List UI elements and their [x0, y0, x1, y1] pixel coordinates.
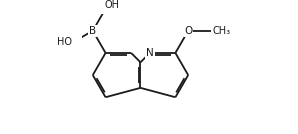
Text: OH: OH [105, 0, 120, 10]
Text: O: O [184, 26, 192, 36]
Text: N: N [146, 48, 154, 58]
Text: CH₃: CH₃ [213, 26, 231, 36]
Text: B: B [89, 26, 96, 36]
Text: HO: HO [57, 37, 72, 47]
